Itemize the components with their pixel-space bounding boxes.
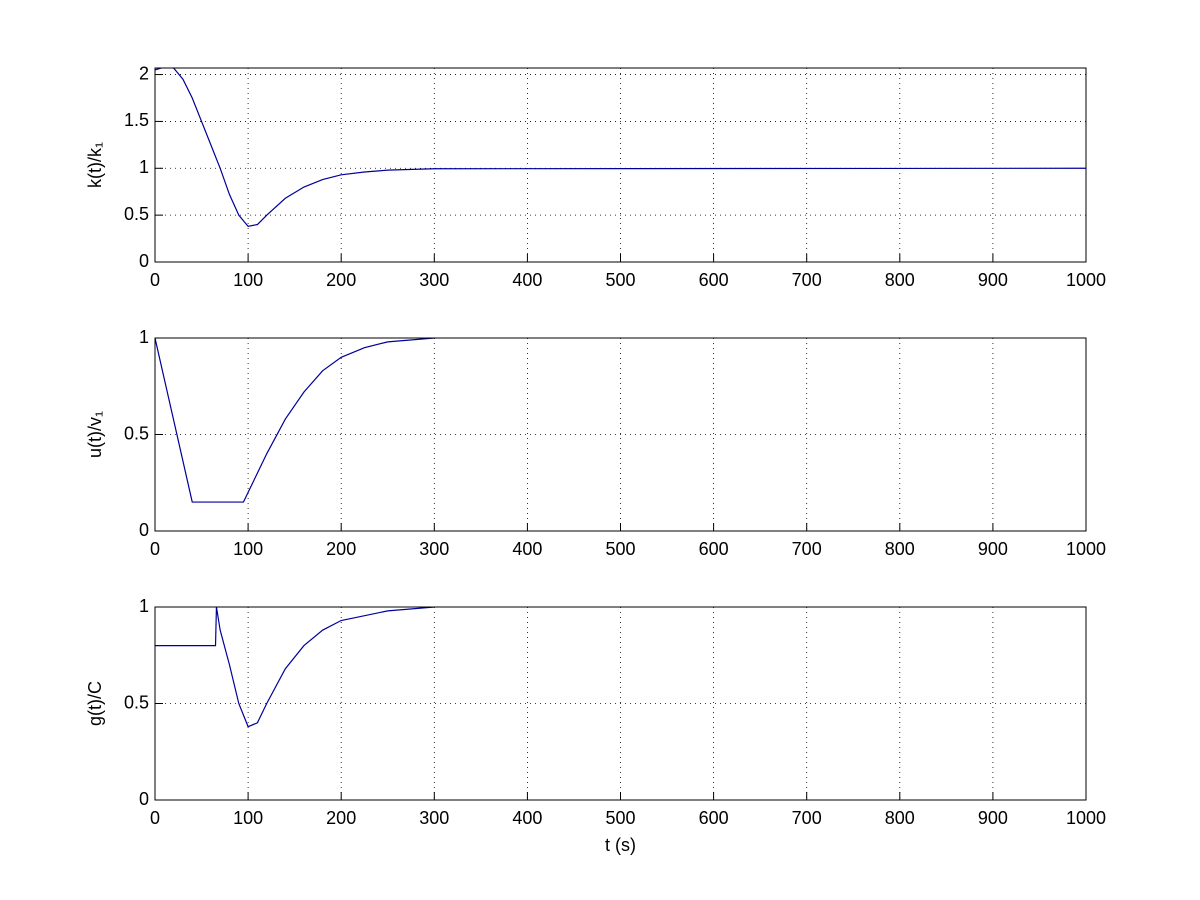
x-tick-label: 600: [699, 539, 729, 559]
x-tick-label: 0: [150, 539, 160, 559]
x-tick-label: 100: [233, 808, 263, 828]
y-tick-label: 0: [139, 520, 149, 540]
x-tick-label: 600: [699, 270, 729, 290]
y-tick-label: 2: [139, 63, 149, 83]
x-tick-label: 800: [885, 539, 915, 559]
x-tick-label: 900: [978, 270, 1008, 290]
x-tick-label: 200: [326, 539, 356, 559]
x-tick-label: 700: [792, 808, 822, 828]
y-tick-label: 1: [139, 327, 149, 347]
x-tick-label: 300: [419, 539, 449, 559]
y-tick-label: 0: [139, 251, 149, 271]
y-tick-label: 0.5: [124, 423, 149, 443]
x-tick-label: 500: [605, 270, 635, 290]
axes-box: [154, 606, 1087, 801]
x-tick-label: 100: [233, 539, 263, 559]
x-tick-label: 300: [419, 808, 449, 828]
y-tick-label: 0.5: [124, 204, 149, 224]
x-tick-label: 1000: [1066, 539, 1106, 559]
x-tick-label: 500: [605, 808, 635, 828]
x-tick-label: 800: [885, 270, 915, 290]
y-axis-label: u(t)/v₁: [85, 411, 105, 458]
x-tick-label: 500: [605, 539, 635, 559]
x-tick-label: 200: [326, 808, 356, 828]
axes-box: [154, 337, 1087, 532]
data-line: [155, 68, 1086, 228]
y-tick-label: 1: [139, 596, 149, 616]
axes-box: [154, 67, 1087, 263]
y-tick-label: 1: [139, 157, 149, 177]
x-tick-label: 400: [512, 539, 542, 559]
x-tick-label: 1000: [1066, 270, 1106, 290]
y-axis-label: g(t)/C: [85, 681, 105, 726]
x-tick-label: 300: [419, 270, 449, 290]
y-tick-label: 0: [139, 789, 149, 809]
data-line: [155, 607, 435, 728]
x-tick-label: 900: [978, 539, 1008, 559]
y-tick-label: 1.5: [124, 110, 149, 130]
plot-area: [155, 68, 1086, 262]
x-tick-label: 700: [792, 539, 822, 559]
y-tick-label: 0.5: [124, 692, 149, 712]
data-line: [155, 338, 435, 503]
x-tick-label: 0: [150, 808, 160, 828]
x-tick-label: 700: [792, 270, 822, 290]
x-axis-label: t (s): [605, 835, 636, 855]
x-tick-label: 900: [978, 808, 1008, 828]
x-tick-label: 100: [233, 270, 263, 290]
x-tick-label: 400: [512, 808, 542, 828]
x-tick-label: 0: [150, 270, 160, 290]
x-tick-label: 1000: [1066, 808, 1106, 828]
x-tick-label: 800: [885, 808, 915, 828]
y-axis-label: k(t)/k₁: [85, 142, 105, 188]
x-tick-label: 200: [326, 270, 356, 290]
x-tick-label: 400: [512, 270, 542, 290]
x-tick-label: 600: [699, 808, 729, 828]
